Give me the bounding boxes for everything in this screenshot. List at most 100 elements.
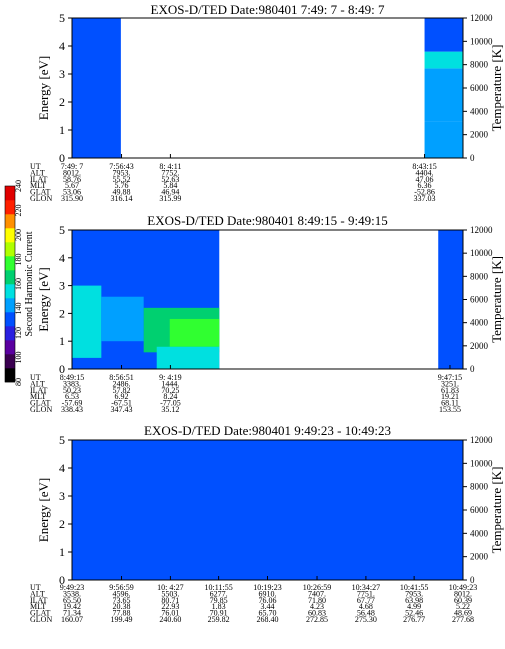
orbit-value: 47.06 [416,175,434,184]
orbit-value: 268.40 [257,615,279,624]
colorbar-swatch [5,270,15,285]
orbit-value: 6.36 [418,181,432,190]
y-tick-label: 0 [59,362,65,376]
colorbar-frame [4,185,16,383]
colorbar-swatch [5,214,15,229]
spectrogram-cell [424,121,463,158]
y2-tick-label: 12000 [470,13,493,23]
colorbar-tick-label: 160 [14,278,23,290]
panel-title: EXOS-D/TED Date:980401 9:49:23 - 10:49:2… [144,423,391,438]
orbit-row-label: ILAT [30,596,47,605]
orbit-row-label: UT [30,162,41,171]
y2-tick-label: 12000 [470,435,493,445]
orbit-value: 8:56:51 [109,373,133,382]
colorbar-swatch [5,326,15,341]
y2-tick-label: 0 [470,153,475,163]
orbit-value: 7:56:43 [109,162,133,171]
orbit-value: 76.01 [161,609,179,618]
y-tick-label: 3 [59,489,65,503]
y-axis-label: Energy [eV] [36,267,51,331]
orbit-value: 77.88 [113,609,131,618]
spectrogram-cell [72,285,102,358]
orbit-value: 60.83 [308,609,326,618]
orbit-value: 60.39 [454,596,472,605]
orbit-row-label: GLON [30,405,52,414]
orbit-value: 3383. [63,379,81,388]
orbit-value: 7751. [357,589,375,598]
y-tick-label: 2 [59,95,65,109]
y-tick-label: 2 [59,517,65,531]
orbit-value: -67.51 [111,399,132,408]
orbit-row-label: ILAT [30,386,47,395]
orbit-value: 56.48 [357,609,375,618]
y-tick-label: 1 [59,545,65,559]
y2-tick-label: 4000 [470,106,489,116]
orbit-value: 3251. [441,379,459,388]
orbit-value: 6277. [210,589,228,598]
y-tick-label: 1 [59,123,65,137]
orbit-value: 52.63 [161,175,179,184]
orbit-value: 8: 4:11 [159,162,181,171]
orbit-value: 9:49:23 [60,583,84,592]
y2-tick-label: 6000 [470,295,489,305]
orbit-value: 7953. [113,168,131,177]
orbit-value: 315.90 [61,194,83,203]
orbit-value: 6910. [259,589,277,598]
y2-axis-label: Temperature [K] [489,45,504,132]
y2-tick-label: 2000 [470,552,489,562]
y-tick-label: 2 [59,306,65,320]
colorbar-tick-label: 100 [14,352,23,364]
orbit-value: 4596. [113,589,131,598]
colorbar-swatch [5,354,15,369]
orbit-value: 8012. [63,168,81,177]
orbit-value: 19.21 [441,392,459,401]
colorbar-tick-label: 80 [14,378,23,386]
y2-tick-label: 4000 [470,528,489,538]
orbit-value: 10:34:27 [352,583,380,592]
orbit-row-label: ALT [30,168,45,177]
colorbar-swatch [5,186,15,201]
orbit-value: 1444. [161,379,179,388]
colorbar-tick-label: 240 [14,180,23,192]
orbit-value: 19.42 [63,602,81,611]
orbit-value: 4.23 [310,602,324,611]
y2-tick-label: 0 [470,575,475,585]
orbit-value: 3.44 [261,602,275,611]
orbit-value: 272.85 [306,615,328,624]
orbit-value: 199.49 [111,615,133,624]
spectrogram-panel-1: EXOS-D/TED Date:980401 7:49: 7 - 8:49: 7… [30,2,504,203]
colorbar-swatch [5,242,15,257]
colorbar-swatch [5,228,15,243]
orbit-value: 9:47:15 [438,373,462,382]
orbit-value: 153.55 [439,405,461,414]
y-tick-label: 4 [59,461,65,475]
orbit-row-label: ALT [30,379,45,388]
orbit-row-label: GLAT [30,188,51,197]
colorbar-tick-label: 120 [14,327,23,339]
orbit-value: 8.24 [163,392,177,401]
colorbar-tick-label: 220 [14,205,23,217]
colorbar-label: Second Harmonic Current [24,231,35,336]
spectrogram-cell [72,18,121,158]
orbit-value: 70.91 [210,609,228,618]
orbit-value: 3538. [63,589,81,598]
y2-tick-label: 8000 [470,60,489,70]
orbit-value: 347.43 [111,405,133,414]
orbit-value: -57.69 [62,399,83,408]
orbit-value: -52.86 [414,188,435,197]
orbit-value: 160.07 [61,615,83,624]
orbit-value: 76.06 [259,596,277,605]
orbit-row-label: ILAT [30,175,47,184]
colorbar-swatch [5,340,15,355]
y-tick-label: 0 [59,573,65,587]
orbit-value: 50.23 [63,386,81,395]
orbit-value: 73.65 [113,596,131,605]
orbit-row-label: MLT [30,602,46,611]
orbit-value: 68.11 [441,399,459,408]
y-axis-label: Energy [eV] [36,478,51,542]
orbit-value: 55.52 [113,175,131,184]
colorbar-tick-label: 140 [14,303,23,315]
y2-tick-label: 8000 [470,482,489,492]
orbit-value: 71.80 [308,596,326,605]
y-tick-label: 0 [59,151,65,165]
